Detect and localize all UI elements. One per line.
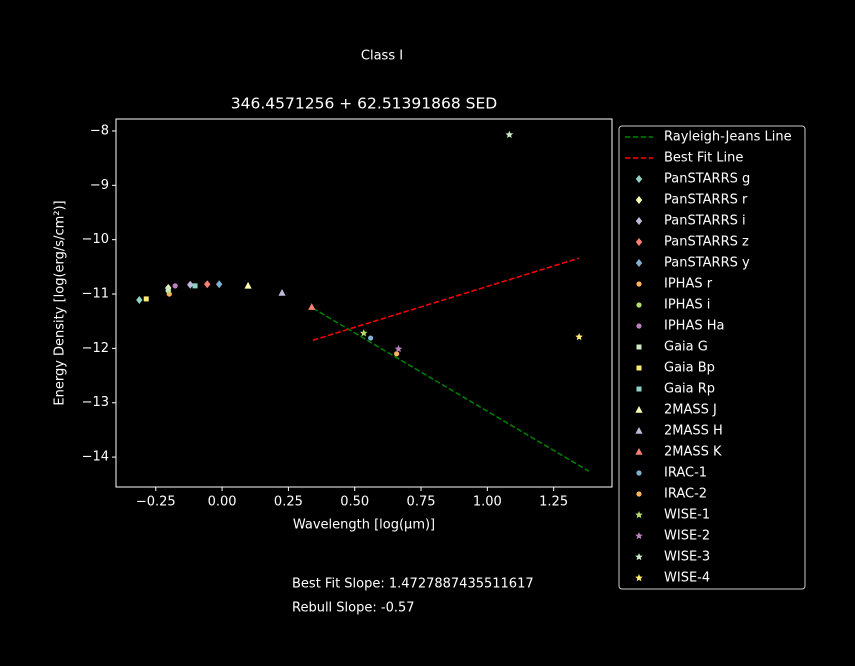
data-point	[187, 280, 194, 289]
y-tick-label: −14	[82, 450, 109, 465]
x-tick-label: 0.25	[274, 495, 303, 510]
x-tick-label: −0.25	[136, 495, 176, 510]
legend-swatch	[635, 574, 643, 582]
annotation: Best Fit Slope: 1.4727887435511617	[292, 577, 534, 592]
legend-label: WISE-4	[664, 571, 710, 586]
data-point	[308, 303, 316, 310]
legend-swatch	[636, 302, 642, 308]
legend-label: 2MASS H	[664, 424, 723, 439]
legend-swatch	[635, 532, 643, 540]
legend-label: PanSTARRS r	[664, 193, 748, 208]
legend-swatch	[635, 406, 643, 413]
x-tick-label: 0.00	[208, 495, 237, 510]
data-point	[359, 329, 368, 337]
data-point	[394, 351, 400, 357]
fit-line	[312, 307, 590, 472]
legend-swatch	[635, 196, 643, 204]
x-tick-label: 0.75	[407, 495, 436, 510]
y-tick-label: −13	[82, 395, 109, 410]
legend-label: IRAC-2	[664, 487, 707, 502]
legend-label: Gaia Bp	[664, 361, 715, 376]
legend-swatch	[635, 511, 643, 519]
suptitle: Class I	[361, 49, 403, 64]
legend-label: WISE-3	[664, 550, 710, 565]
legend-swatch	[636, 491, 642, 497]
data-point	[165, 286, 171, 292]
legend-label: PanSTARRS g	[664, 172, 750, 187]
data-point	[215, 280, 223, 289]
legend-swatch	[635, 427, 643, 434]
legend-swatch	[636, 470, 642, 476]
legend-label: WISE-1	[664, 508, 710, 523]
legend-swatch	[635, 553, 643, 561]
legend-swatch	[636, 323, 642, 329]
data-point	[136, 296, 143, 305]
legend-label: PanSTARRS y	[664, 256, 750, 271]
x-axis-label: Wavelength [log(μm)]	[293, 518, 435, 533]
data-point	[575, 332, 583, 341]
legend-swatch	[636, 386, 642, 392]
data-point	[244, 281, 252, 289]
x-tick-label: 1.25	[539, 495, 568, 510]
legend-label: IPHAS r	[664, 277, 713, 292]
y-tick-label: −9	[90, 178, 109, 193]
legend-frame	[618, 125, 806, 590]
legend-swatch	[635, 217, 643, 225]
data-point	[368, 335, 374, 341]
fit-line	[312, 257, 580, 341]
x-tick-label: 1.00	[473, 495, 502, 510]
legend-swatch	[635, 238, 643, 246]
legend-swatch	[635, 175, 643, 183]
legend-label: IRAC-1	[664, 466, 707, 481]
data-point	[143, 296, 149, 302]
x-tick-label: 0.50	[340, 495, 369, 510]
legend-label: Rayleigh-Jeans Line	[664, 130, 792, 145]
legend-swatch	[635, 448, 643, 455]
y-tick-label: −10	[82, 232, 109, 247]
data-point	[394, 344, 403, 353]
legend-label: Gaia G	[664, 340, 708, 355]
data-point	[505, 130, 514, 138]
y-tick-label: −12	[82, 341, 109, 356]
legend-label: PanSTARRS z	[664, 235, 749, 250]
legend-swatch	[636, 365, 642, 371]
legend-label: WISE-2	[664, 529, 710, 544]
chart-title: 346.4571256 + 62.51391868 SED	[231, 95, 497, 113]
plot-frame	[115, 118, 613, 488]
legend-label: IPHAS i	[664, 298, 710, 313]
legend-label: PanSTARRS i	[664, 214, 746, 229]
annotation: Rebull Slope: -0.57	[292, 601, 415, 616]
y-axis-label: Energy Density [log(erg/s/cm²)]	[53, 200, 68, 405]
legend-label: 2MASS K	[664, 445, 722, 460]
data-point	[278, 288, 286, 296]
legend-swatch	[635, 259, 643, 267]
legend-label: 2MASS J	[664, 403, 717, 418]
legend-label: Best Fit Line	[664, 151, 743, 166]
legend-swatch	[636, 344, 642, 350]
data-point	[192, 283, 198, 289]
y-tick-label: −8	[90, 123, 109, 138]
legend-label: IPHAS Ha	[664, 319, 724, 334]
legend-swatch	[636, 281, 642, 287]
data-point	[172, 283, 178, 289]
y-tick-label: −11	[82, 287, 109, 302]
legend-label: Gaia Rp	[664, 382, 715, 397]
data-point	[204, 280, 211, 289]
